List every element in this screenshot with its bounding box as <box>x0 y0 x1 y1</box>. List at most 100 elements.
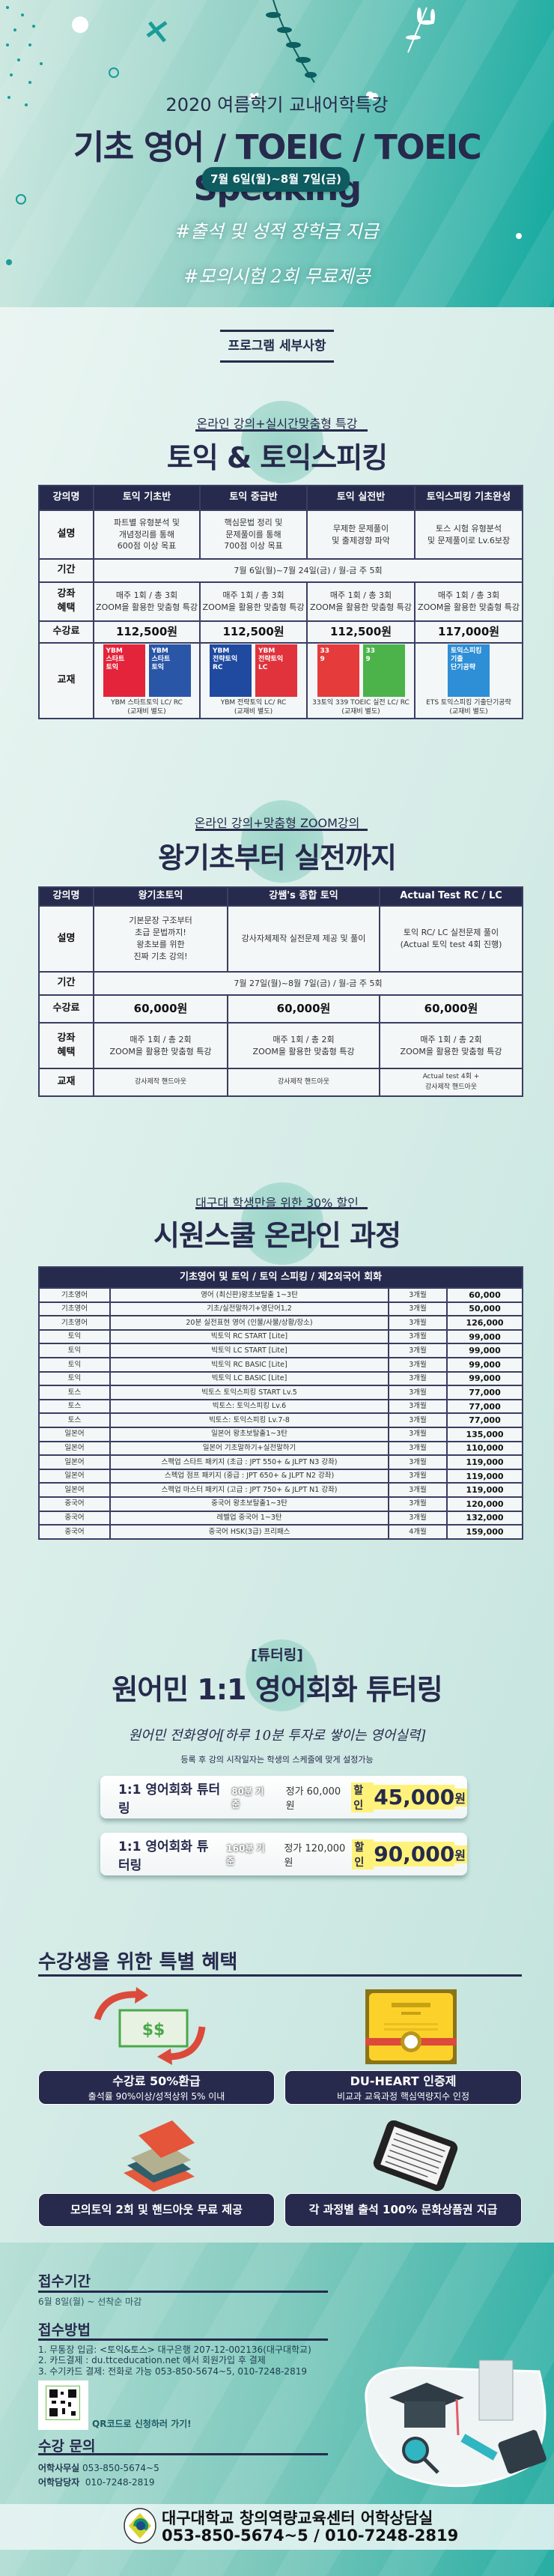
benefit-mock-test: 모의토익 2회 및 핸드아웃 무료 제공 <box>38 2193 275 2227</box>
description-cell: 무제한 문제풀이 및 출제경향 파악 <box>306 510 416 560</box>
row-label: 수강료 <box>38 994 94 1024</box>
book-caption: ETS 토익스피킹 기출단기공략 (교재비 별도) <box>426 699 511 716</box>
book-cover-image: 33 9 <box>317 644 359 698</box>
qr-code[interactable] <box>38 2380 88 2430</box>
category-cell: 일본어 <box>38 1468 111 1484</box>
tutoring-title: 원어민 1:1 영어회화 튜터링 <box>112 1673 442 1706</box>
column-header: 토익 실전반 <box>306 485 416 511</box>
book-caption: YBM 전략토익 LC/ RC (교재비 별도) <box>220 699 287 716</box>
benefit-refund: 수강료 50%환급 출석률 90%이상/성적상위 5% 이내 <box>38 2070 275 2105</box>
header-row: 강의명 토익 기초반 토익 중급반 토익 실전반 토익스피킹 기초완성 <box>38 485 523 511</box>
card-regular-price: 정가 60,000원 <box>285 1786 341 1812</box>
duration-cell: 3개월 <box>388 1370 448 1387</box>
footer-contact-bar <box>0 2504 554 2550</box>
category-cell: 중국어 <box>38 1524 111 1540</box>
method-1: 1. 무통장 입금: <토익&토스> 대구은행 207-12-002136(대구… <box>38 2344 311 2355</box>
category-cell: 중국어 <box>38 1496 111 1512</box>
price-cell: 120,000 <box>445 1496 524 1512</box>
duration-cell: 3개월 <box>388 1482 448 1498</box>
duration-cell: 3개월 <box>388 1510 448 1526</box>
duration-cell: 3개월 <box>388 1315 448 1331</box>
table-row: 토익 빅토익 LC BASIC [Lite] 3개월 99,000 <box>38 1370 524 1387</box>
duration-cell: 4개월 <box>388 1524 448 1540</box>
fee-cell: 112,500원 <box>93 620 201 644</box>
period-cell: 7월 27일(월)~8월 7일(금) / 월-금 주 5회 <box>93 971 523 996</box>
description-cell: 기본문장 구조부터 초급 문법까지! 왕초보를 위한 진짜 기초 강의! <box>93 905 228 973</box>
book-caption: YBM 스타트토익 LC/ RC (교재비 별도) <box>111 699 183 716</box>
category-cell: 기초영어 <box>38 1301 111 1317</box>
course-cell: 빅토스: 토익스피킹 Lv.7-8 <box>109 1412 389 1428</box>
contact-label: 어학담당자 <box>38 2477 80 2488</box>
book-covers: 토익스피킹 기출 단기공략 <box>416 644 522 698</box>
tutoring-card-160[interactable]: 1:1 영어회화 튜터링 160분 기준 정가 120,000원 할인 90,00… <box>100 1833 468 1875</box>
category-cell: 일본어 <box>38 1454 111 1470</box>
category-cell: 기초영어 <box>38 1287 111 1303</box>
table-row: 일본어 일본어 왕초보탈출1~3탄 3개월 135,000 <box>38 1426 524 1442</box>
fee-cell: 112,500원 <box>199 620 308 644</box>
textbook-cell: YBM 전략토익 RC YBM 전략토익 LC YBM 전략토익 LC/ RC (교… <box>199 642 308 719</box>
section1-subtitle: 온라인 강의+실시간맞춤형 특강 <box>196 417 358 431</box>
card-unit: 원 <box>454 1845 468 1863</box>
book-cover-image: YBM 전략토익 RC <box>210 644 252 698</box>
description-cell: 강사자체제작 실전문제 제공 및 풀이 <box>227 905 380 973</box>
tutoring-slogan: 원어민 전화영어[하루 10분 투자로 쌓이는 영어실력] <box>128 1728 426 1744</box>
course-cell: 중국어 왕초보탈출1~3탄 <box>109 1496 389 1512</box>
course-cell: 스펙업 스타트 패키지 (초급 : JPT 550+ & JLPT N3 강좌) <box>109 1454 389 1470</box>
price-cell: 99,000 <box>445 1370 524 1387</box>
benefits-title: 수강생을 위한 특별 혜택 <box>38 1951 238 1974</box>
tutoring-card-80[interactable]: 1:1 영어회화 튜터링 80분 기준 정가 60,000원 할인 45,000 원 <box>100 1776 467 1818</box>
course-cell: 빅토익 RC BASIC [Lite] <box>109 1356 389 1373</box>
books-icon <box>124 2120 195 2192</box>
table-row: 기간 7월 6일(월)~7월 24일(금) / 월-금 주 5회 <box>38 558 523 583</box>
card-discount-label: 할인 <box>352 1839 374 1869</box>
price-cell: 99,000 <box>445 1356 524 1373</box>
duration-cell: 3개월 <box>388 1385 448 1400</box>
price-cell: 77,000 <box>445 1398 524 1415</box>
price-cell: 99,000 <box>445 1343 524 1358</box>
benefit-cell: 매주 1회 / 총 3회 ZOOM을 활용한 맞춤형 특강 <box>199 581 308 622</box>
card-title: 1:1 영어회화 튜터링 <box>118 1782 221 1816</box>
textbook-cell: 강사제작 핸드아웃 <box>93 1068 228 1097</box>
price-cell: 119,000 <box>445 1454 524 1470</box>
category-cell: 토스 <box>38 1385 111 1400</box>
footer-office-name: 대구대학교 창의역량교육센터 어학상담실 <box>162 2509 433 2527</box>
benefit-gift-card: 각 과정별 출석 100% 문화상품권 지급 <box>284 2193 522 2227</box>
benefit-du-heart: DU-HEART 인증제 비교과 교육과정 핵심역량지수 인정 <box>284 2070 522 2105</box>
category-cell: 중국어 <box>38 1510 111 1526</box>
table-row: 토익 빅토익 RC START [Lite] 3개월 99,000 <box>38 1328 524 1345</box>
table-row: 강좌 혜택 매주 1회 / 총 3회 ZOOM을 활용한 맞춤형 특강 매주 1회 … <box>38 581 523 622</box>
table-row: 설명 파트별 유형분석 및 개념정리를 통해 600점 이상 목표 핵심문법 정리 … <box>38 510 523 560</box>
table-row: 기간 7월 27일(월)~8월 7일(금) / 월-금 주 5회 <box>38 971 523 996</box>
column-header: 토익 기초반 <box>93 485 201 511</box>
column-header: 강의명 <box>38 886 94 907</box>
book-covers: YBM 전략토익 RC YBM 전략토익 LC <box>201 644 306 698</box>
price-cell: 50,000 <box>445 1301 524 1317</box>
university-logo-icon <box>124 2508 156 2544</box>
decorative-shapes-icon <box>6 0 522 265</box>
program-heading: 프로그램 세부사항 <box>220 330 334 363</box>
section3-title: 시원스쿨 온라인 과정 <box>153 1219 401 1252</box>
section3-subtitle: 대구대 학생만을 위한 30% 할인 <box>195 1196 359 1210</box>
description-cell: 핵심문법 정리 및 문제풀이를 통해 700점 이상 목표 <box>199 510 308 560</box>
price-cell: 159,000 <box>445 1524 524 1540</box>
svg-text:$$: $$ <box>142 2021 165 2040</box>
price-cell: 60,000 <box>445 1287 524 1303</box>
price-cell: 119,000 <box>445 1482 524 1498</box>
certificate-icon <box>365 1989 457 2064</box>
course-cell: 일본어 왕초보탈출1~3탄 <box>109 1426 389 1442</box>
duration-cell: 3개월 <box>388 1328 448 1345</box>
price-cell: 77,000 <box>445 1412 524 1428</box>
textbook-cell: 강사제작 핸드아웃 <box>227 1068 380 1097</box>
course-cell: 스펙업 점프 패키지 (중급 : JPT 650+ & JLPT N2 강좌) <box>109 1468 389 1484</box>
table-row: 일본어 스펙업 점프 패키지 (중급 : JPT 650+ & JLPT N2 강… <box>38 1468 524 1484</box>
siwon-course-table: 기초영어 및 토익 / 토익 스피킹 / 제2외국어 회화 기초영어 영어 (최신판… <box>37 1266 524 1540</box>
textbook-cell: 33 9 33 9 33토익 339 TOEIC 실전 LC/ RC (교재비 별도… <box>306 642 416 719</box>
table-row: 기초영어 기초/실전말하기+영단어1,2 3개월 50,000 <box>38 1301 524 1317</box>
benefit-cell: 매주 1회 / 총 3회 ZOOM을 활용한 맞춤형 특강 <box>306 581 416 622</box>
fee-cell: 112,500원 <box>306 620 416 644</box>
textbook-cell: YBM 스타트 토익 YBM 스타트 토익 YBM 스타트토익 LC/ RC (교재… <box>93 642 201 719</box>
qr-code-icon <box>45 2385 81 2421</box>
duration-cell: 3개월 <box>388 1426 448 1442</box>
qr-link-text[interactable]: QR코드로 신청하러 가기! <box>92 2419 192 2429</box>
card-regular-price: 정가 120,000원 <box>284 1842 346 1869</box>
